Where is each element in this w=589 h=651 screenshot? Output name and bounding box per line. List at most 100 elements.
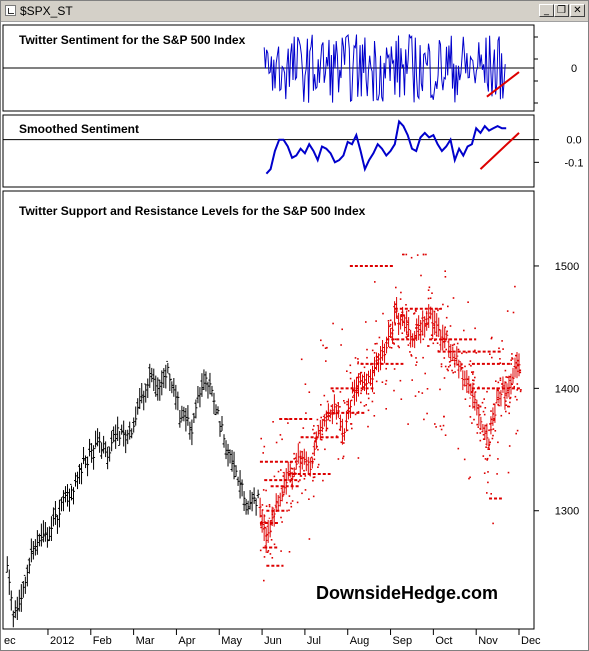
price-bar	[41, 520, 45, 543]
price-bar	[35, 530, 39, 555]
sr-dot	[469, 416, 472, 418]
price-bar	[234, 465, 238, 478]
price-bar	[266, 519, 270, 543]
sr-dot	[360, 362, 363, 365]
sr-dot	[409, 351, 411, 353]
sr-dot	[415, 336, 417, 339]
sr-dot	[497, 441, 499, 444]
sr-dot	[411, 379, 413, 381]
price-bar	[236, 476, 240, 486]
sr-dot	[397, 345, 400, 347]
price-bar	[469, 383, 473, 399]
sr-dot	[499, 377, 502, 380]
sr-dot	[438, 308, 441, 310]
price-bar	[364, 373, 368, 395]
close-button[interactable]: ✕	[570, 4, 585, 17]
sr-dot	[479, 428, 481, 430]
sr-dot	[457, 447, 460, 450]
price-bar	[256, 489, 260, 499]
price-bar	[140, 383, 144, 404]
price-bar	[292, 467, 296, 478]
price-bar	[417, 315, 421, 341]
sr-dot	[423, 418, 425, 421]
window-titlebar[interactable]: $SPX_ST _ ❐ ✕	[1, 1, 588, 22]
price-bar	[471, 382, 475, 409]
minimize-button[interactable]: _	[539, 4, 554, 17]
month-label: Oct	[435, 635, 452, 647]
price-bar	[423, 316, 427, 338]
sr-dot	[260, 526, 262, 529]
month-label: Nov	[478, 635, 498, 647]
sr-dot	[487, 448, 489, 450]
price-bar	[411, 333, 415, 348]
sr-dot	[346, 400, 348, 403]
price-bar	[260, 509, 264, 533]
sr-dot	[360, 401, 362, 404]
sr-dot	[487, 471, 489, 473]
sr-dot	[497, 458, 499, 460]
price-panel: Twitter Support and Resistance Levels fo…	[5, 204, 579, 628]
price-bar	[431, 309, 435, 338]
price-bar	[33, 539, 37, 556]
price-bar	[158, 379, 162, 401]
price-bar	[242, 491, 246, 511]
sr-dot	[427, 297, 430, 300]
sr-dot	[499, 379, 502, 381]
sr-dot	[433, 310, 436, 313]
sr-dot	[501, 340, 503, 342]
price-bar	[348, 400, 352, 419]
sr-dot	[498, 404, 500, 407]
sr-dot	[452, 371, 454, 374]
price-bar	[493, 403, 497, 423]
sr-dot	[366, 348, 368, 351]
sr-dot	[346, 429, 349, 432]
price-bar	[268, 517, 272, 538]
sr-dot	[415, 310, 417, 312]
sr-dot	[468, 363, 471, 366]
price-bar	[27, 557, 31, 574]
sr-dot	[427, 322, 429, 324]
sr-dot	[286, 418, 289, 420]
sentiment-series	[263, 34, 506, 103]
sr-dot	[336, 422, 338, 425]
price-bar	[487, 438, 491, 450]
sr-dot	[507, 471, 510, 474]
sr-dot	[501, 383, 503, 385]
sr-dot	[442, 303, 444, 306]
sr-dot	[410, 355, 413, 357]
price-bar	[7, 569, 11, 595]
chart-area: Twitter Sentiment for the S&P 500 Index …	[2, 24, 583, 647]
price-bar	[302, 448, 306, 465]
sr-dot	[482, 438, 485, 440]
price-bar	[310, 458, 314, 469]
sr-dot	[479, 439, 482, 442]
sr-dot	[356, 391, 359, 394]
price-bar	[395, 297, 399, 319]
price-bar	[15, 596, 19, 620]
sr-dot	[340, 344, 342, 346]
price-bar	[43, 522, 47, 542]
sr-dot	[312, 495, 315, 498]
price-bar	[55, 514, 59, 534]
price-bar	[503, 381, 507, 410]
sr-dot	[273, 543, 276, 546]
sr-dot	[317, 463, 320, 466]
price-bar	[246, 500, 250, 515]
restore-button[interactable]: ❐	[554, 4, 569, 17]
price-bar	[284, 468, 288, 495]
price-bar	[443, 327, 447, 349]
sr-dot	[261, 504, 264, 506]
price-bar	[248, 490, 252, 510]
sr-dot	[392, 342, 395, 344]
sr-dot	[474, 376, 476, 379]
price-bar	[513, 357, 517, 378]
sr-dot	[357, 358, 359, 360]
price-bar	[276, 495, 280, 512]
price-bar	[168, 373, 172, 391]
price-bar	[5, 556, 9, 573]
sr-dot	[401, 332, 404, 334]
price-bar	[463, 370, 467, 387]
price-bar	[405, 310, 409, 336]
month-label: 2012	[50, 635, 74, 647]
price-bar	[322, 414, 326, 427]
